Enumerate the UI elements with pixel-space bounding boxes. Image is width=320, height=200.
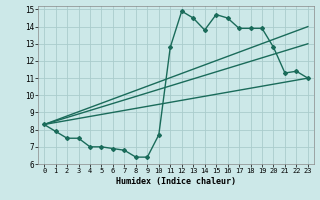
X-axis label: Humidex (Indice chaleur): Humidex (Indice chaleur) [116, 177, 236, 186]
